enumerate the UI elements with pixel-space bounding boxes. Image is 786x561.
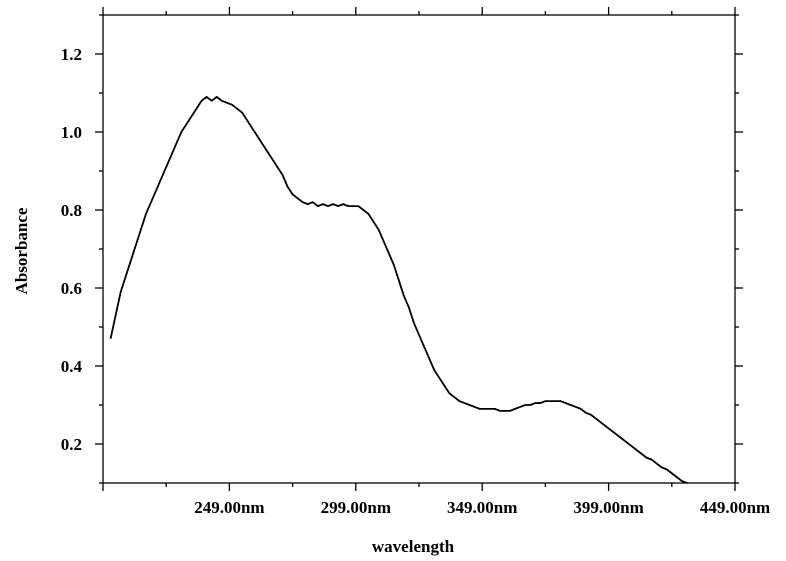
y-tick-label: 0.6 — [61, 279, 82, 298]
y-tick-label: 1.0 — [61, 123, 82, 142]
absorbance-series-line — [109, 96, 690, 483]
x-tick-label: 249.00nm — [194, 498, 264, 517]
y-tick-label: 0.4 — [61, 357, 83, 376]
x-tick-label: 299.00nm — [321, 498, 391, 517]
y-tick-label: 0.8 — [61, 201, 82, 220]
y-tick-label: 1.2 — [61, 45, 82, 64]
x-axis-title: wavelength — [372, 537, 455, 556]
x-tick-label: 399.00nm — [573, 498, 643, 517]
y-axis-title: Absorbance — [12, 207, 31, 294]
x-tick-label: 349.00nm — [447, 498, 517, 517]
y-tick-label: 0.2 — [61, 435, 82, 454]
x-tick-label: 449.00nm — [700, 498, 770, 517]
plot-frame — [102, 14, 736, 484]
